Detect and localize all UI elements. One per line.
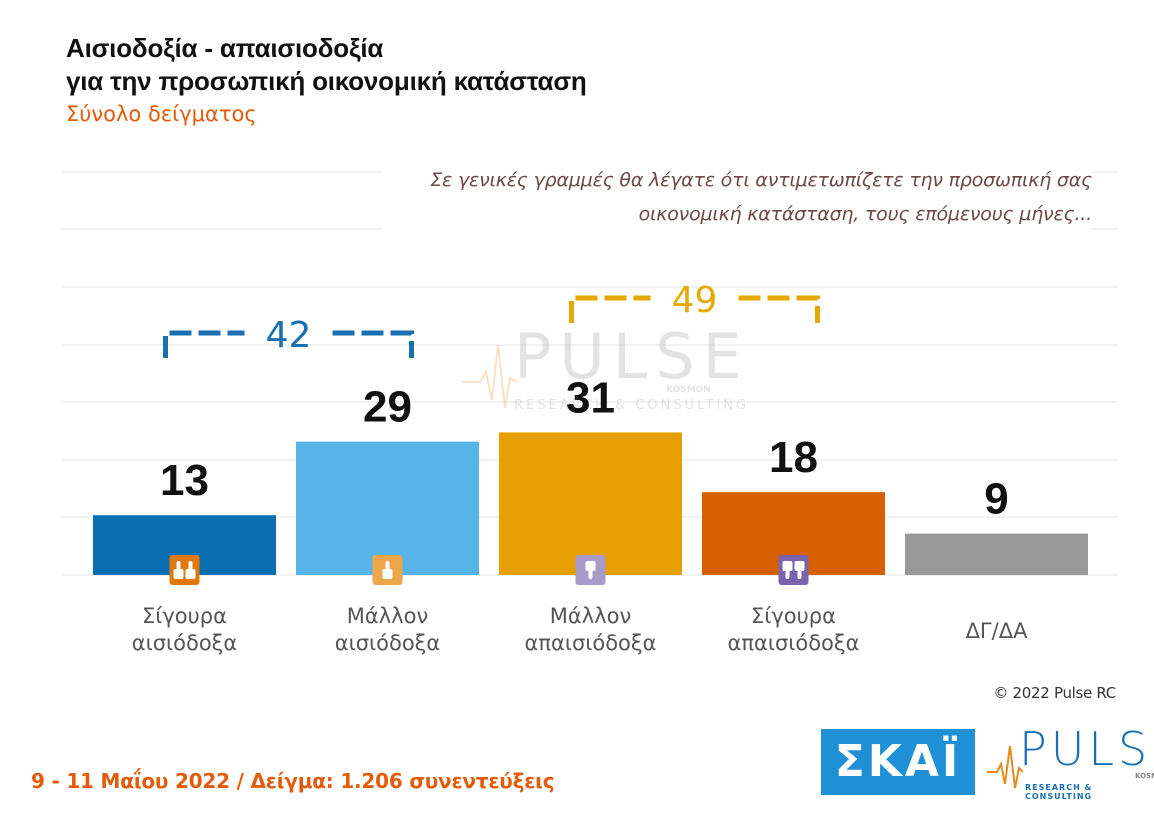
thumb-hand-icon (794, 561, 805, 571)
watermark-tag: KOSMON (666, 385, 711, 395)
category-label: απαισιόδοξα (525, 631, 657, 655)
category-label: Μάλλον (347, 604, 428, 628)
category-label: Σίγουρα (142, 604, 227, 628)
thumb-hand-icon (173, 569, 184, 579)
title-line-2: για την προσωπική οικονομική κατάσταση (66, 66, 587, 96)
data-label: 29 (363, 383, 412, 432)
data-label: 18 (769, 433, 818, 482)
chart-subtitle: Σύνολο δείγματος (66, 102, 257, 126)
bar (296, 441, 479, 575)
thumb-finger-icon (785, 570, 790, 579)
watermark-wave-icon (462, 344, 517, 409)
footer-survey-info: 9 - 11 Μαΐου 2022 / Δείγμα: 1.206 συνεντ… (31, 769, 555, 793)
pulse-watermark: PULSE RESEARCH & CONSULTING KOSMON (462, 320, 750, 413)
thumb-finger-icon (188, 561, 193, 570)
pulse-logo-wave-icon (987, 745, 1024, 789)
category-label: αισιόδοξα (335, 631, 440, 655)
pulse-logo-word: PULSE (1019, 722, 1154, 776)
pulse-logo-subtitle: RESEARCH & CONSULTING (1025, 783, 1093, 801)
question-line-1: Σε γενικές γραμμές θα λέγατε ότι αντιμετ… (430, 169, 1092, 191)
thumb-finger-icon (797, 570, 802, 579)
data-label: 9 (984, 475, 1008, 524)
category-label: Μάλλον (550, 604, 631, 628)
thumb-hand-icon (185, 569, 196, 579)
thumb-finger-icon (176, 561, 181, 570)
thumb-finger-icon (385, 561, 390, 570)
chart-title: Αισιοδοξία - απαισιοδοξία για την προσωπ… (66, 32, 587, 98)
category-label: ΔΓ/ΔΑ (966, 619, 1029, 643)
group-bracket (569, 295, 820, 323)
thumb-hand-icon (382, 569, 393, 579)
group-total-label: 42 (266, 315, 312, 356)
data-label: 31 (566, 373, 615, 422)
category-label: απαισιόδοξα (728, 631, 860, 655)
pulse-logo-tag: KOSMON (1135, 772, 1154, 780)
bar (499, 432, 682, 575)
category-label: αισιόδοξα (132, 631, 237, 655)
question-line-2: οικονομική κατάσταση, τους επόμενους μήν… (638, 203, 1093, 225)
title-line-1: Αισιοδοξία - απαισιοδοξία (66, 33, 384, 63)
group-bracket (163, 330, 414, 358)
skai-logo: ΣΚΑΪ (821, 729, 975, 795)
category-label: Σίγουρα (751, 604, 836, 628)
group-total-label: 49 (672, 280, 718, 321)
thumb-hand-icon (585, 561, 596, 571)
bar (905, 533, 1088, 575)
survey-question: Σε γενικές γραμμές θα λέγατε ότι αντιμετ… (382, 163, 1092, 231)
thumb-finger-icon (588, 570, 593, 579)
pulse-logo: PULSE KOSMON RESEARCH & CONSULTING (985, 722, 1154, 801)
data-label: 13 (160, 456, 209, 505)
watermark-word: PULSE (514, 320, 750, 393)
copyright-text: © 2022 Pulse RC (993, 684, 1116, 702)
watermark-subtitle: RESEARCH & CONSULTING (514, 398, 749, 413)
thumb-hand-icon (782, 561, 793, 571)
